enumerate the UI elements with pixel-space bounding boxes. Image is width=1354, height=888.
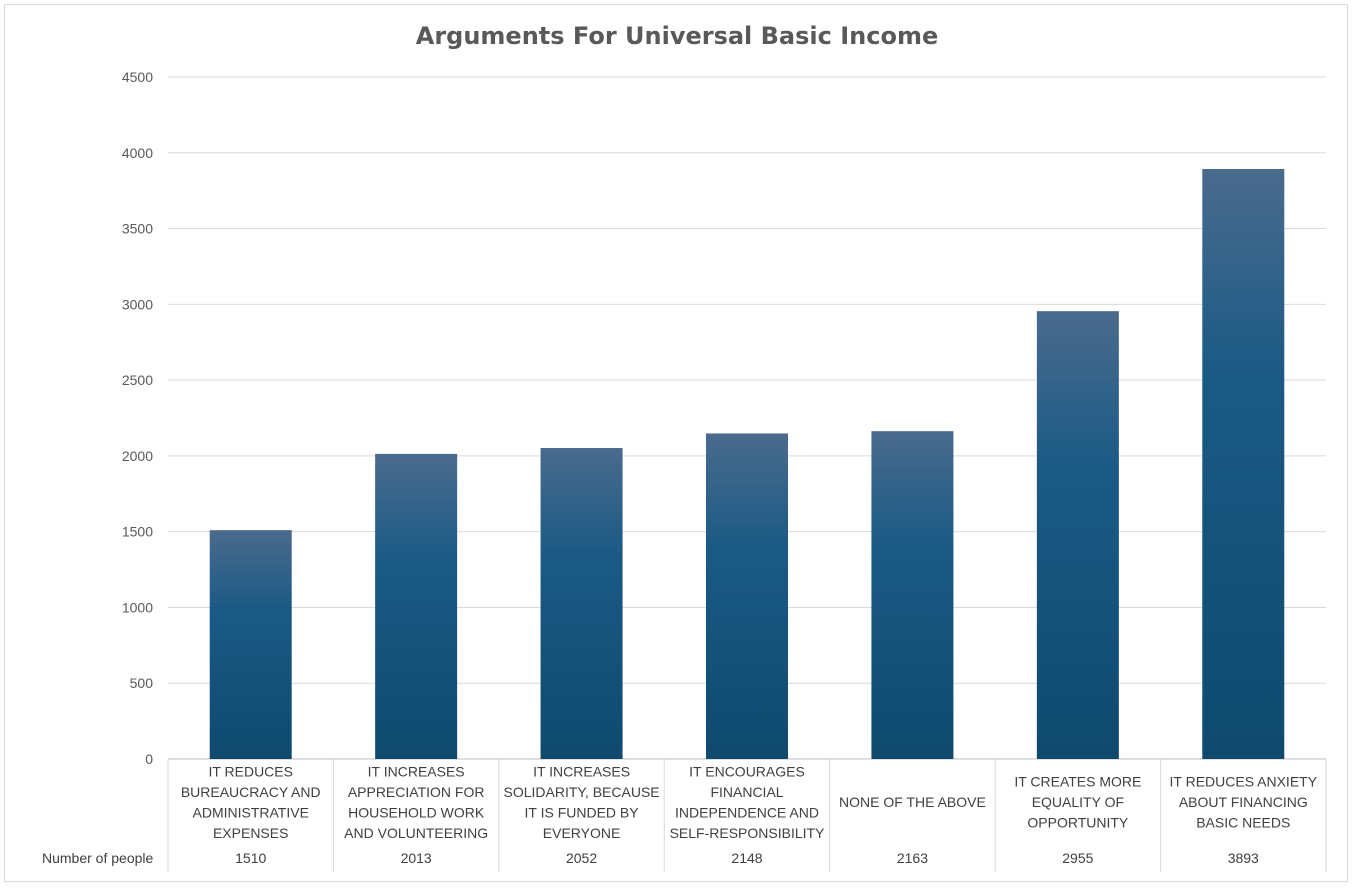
data-label: 2013 (401, 850, 432, 866)
y-tick-label: 2500 (122, 372, 153, 388)
bar (375, 453, 458, 759)
x-category-label: IT INCREASES APPRECIATION FOR HOUSEHOLD WO… (344, 763, 488, 841)
bar (1036, 311, 1119, 759)
y-tick-label: 2000 (122, 448, 153, 464)
data-label: 2052 (566, 850, 597, 866)
y-tick-label: 500 (130, 675, 154, 691)
data-label: 3893 (1228, 850, 1259, 866)
data-label: 1510 (235, 850, 266, 866)
x-category-label: IT REDUCES BUREAUCRACY AND ADMINISTRATIVE E… (181, 763, 321, 841)
x-category-label: NONE OF THE ABOVE (839, 794, 986, 810)
y-axis: 0 500 1000 1500 2000 2500 3000 3500 4000 4500 (122, 69, 1326, 767)
data-label: 2955 (1062, 850, 1093, 866)
bar (1202, 168, 1285, 760)
bar (209, 530, 292, 759)
data-label: 2148 (731, 850, 762, 866)
data-label: 2163 (897, 850, 928, 866)
x-category-label: IT CREATES MORE EQUALITY OF OPPORTUNITY (1014, 774, 1141, 831)
y-tick-label: 1000 (122, 599, 153, 615)
chart-title: Arguments For Universal Basic Income (415, 22, 939, 50)
bars (209, 168, 1285, 760)
series-name: Number of people (42, 850, 154, 866)
x-category-label: IT INCREASES SOLIDARITY, BECAUSE IT IS FUN… (504, 763, 660, 841)
bar (706, 433, 788, 759)
y-tick-label: 0 (145, 751, 153, 767)
x-category-label: IT REDUCES ANXIETY ABOUT FINANCING BASIC N… (1170, 774, 1318, 831)
y-tick-label: 4500 (122, 69, 153, 85)
y-tick-label: 3500 (122, 221, 153, 237)
x-category-label: IT ENCOURAGES FINANCIAL INDEPENDENCE AND SE… (670, 763, 825, 841)
y-tick-label: 3000 (122, 296, 153, 312)
bar (540, 448, 623, 759)
bar (871, 431, 954, 759)
y-tick-label: 4000 (122, 145, 153, 161)
y-tick-label: 1500 (122, 524, 153, 540)
data-table: IT REDUCES BUREAUCRACY AND ADMINISTRATIVE E… (42, 759, 1327, 872)
